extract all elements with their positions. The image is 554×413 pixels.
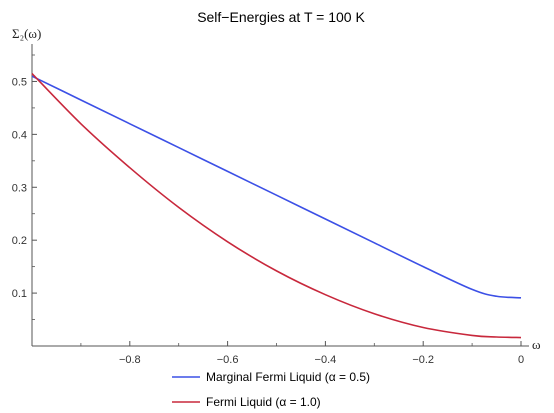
x-ticks: −0.8 −0.6 −0.4 −0.2 0 <box>80 341 524 366</box>
legend-label-2: Fermi Liquid (α = 1.0) <box>206 395 321 409</box>
legend: Marginal Fermi Liquid (α = 0.5) Fermi Liq… <box>172 370 370 409</box>
series-layer <box>31 72 522 339</box>
series-line-1 <box>31 75 522 299</box>
x-tick-label: −0.8 <box>119 354 141 366</box>
axes <box>31 44 529 347</box>
x-axis-label: ω <box>532 337 541 352</box>
y-tick-label: 0.1 <box>12 288 27 300</box>
x-tick-label: −0.6 <box>217 354 239 366</box>
x-tick-label: −0.2 <box>412 354 434 366</box>
y-tick-label: 0.3 <box>12 182 27 194</box>
series-line-2 <box>31 72 522 339</box>
y-ticks: 0.1 0.2 0.3 0.4 0.5 <box>12 54 37 320</box>
y-axis-label: Σ₂(ω) <box>12 26 41 41</box>
y-tick-label: 0.2 <box>12 235 27 247</box>
chart-title: Self−Energies at T = 100 K <box>197 9 365 25</box>
y-tick-label: 0.4 <box>12 129 27 141</box>
legend-label-1: Marginal Fermi Liquid (α = 0.5) <box>206 370 370 384</box>
y-tick-label: 0.5 <box>12 76 27 88</box>
x-tick-label: 0 <box>518 354 524 366</box>
x-tick-label: −0.4 <box>315 354 337 366</box>
